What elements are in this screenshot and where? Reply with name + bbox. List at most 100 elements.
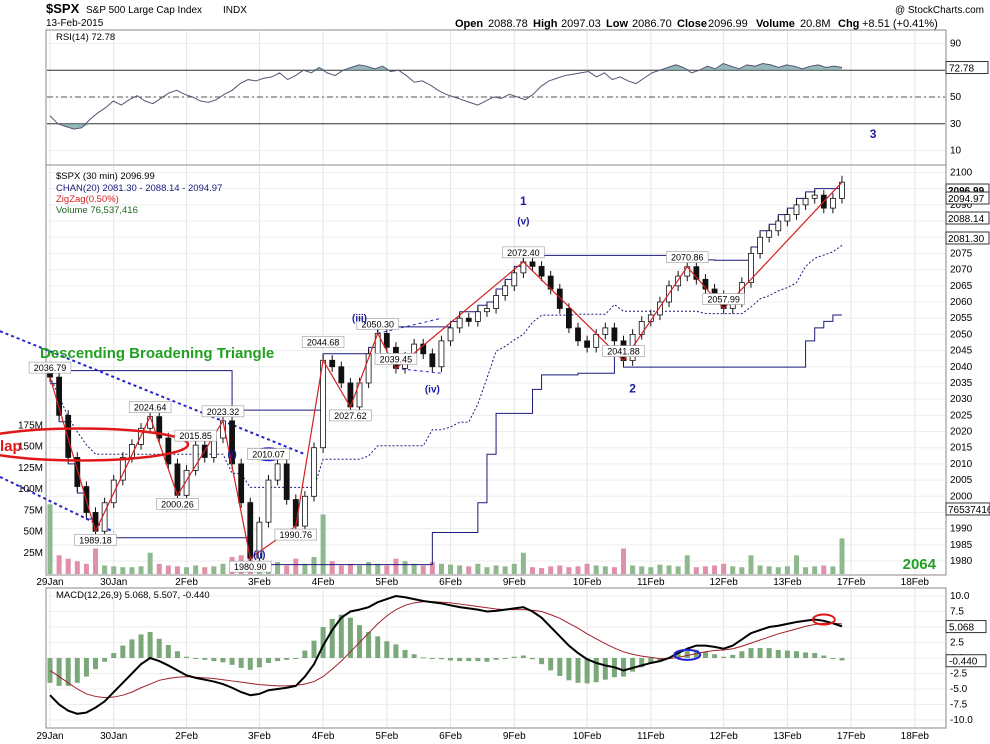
macd-histogram-bar	[757, 648, 763, 658]
price-x-tick: 10Feb	[573, 577, 602, 588]
rsi-legend: RSI(14) 72.78	[56, 32, 115, 43]
price-x-tick: 4Feb	[312, 577, 335, 588]
macd-histogram-bar	[138, 634, 144, 658]
chart-symbol: $SPX	[46, 1, 80, 16]
wave-label: 2	[629, 382, 636, 396]
macd-x-tick: 30Jan	[100, 731, 127, 742]
macd-histogram-bar	[457, 658, 463, 662]
annotation-label: 2039.45	[380, 354, 413, 364]
annotation-label: 2050.30	[361, 319, 394, 329]
upper-trendline	[0, 330, 306, 456]
candle-body	[493, 295, 499, 309]
candle-body	[748, 253, 754, 283]
macd-histogram-bar	[511, 656, 517, 658]
candle-body	[693, 266, 700, 280]
candle-body	[611, 327, 618, 342]
price-y-tick: 2005	[950, 475, 973, 486]
volume-bar	[411, 563, 417, 574]
macd-x-tick: 12Feb	[709, 731, 738, 742]
macd-x-tick: 5Feb	[375, 731, 398, 742]
annotation-box	[201, 405, 245, 418]
candle-body	[829, 197, 836, 209]
volume-bar	[83, 563, 89, 574]
volume-bar	[784, 566, 790, 574]
volume-bar	[511, 563, 517, 574]
price-x-tick: 18Feb	[901, 577, 930, 588]
candle-body	[365, 353, 372, 384]
candle-body	[538, 265, 545, 277]
volume-bar	[156, 563, 162, 574]
volume-bar	[174, 566, 180, 574]
candle-body	[802, 197, 809, 206]
candle-body	[657, 301, 663, 316]
volume-bar	[357, 565, 363, 574]
high-label: High	[533, 18, 558, 30]
volume-tag-box	[945, 502, 990, 516]
annotation-label: 2036.79	[34, 363, 67, 373]
macd-x-tick: 10Feb	[573, 731, 602, 742]
price-y-tick: 2055	[950, 313, 973, 324]
volume-bar	[65, 558, 71, 574]
open-label: Open	[455, 18, 483, 30]
price-x-tick: 3Feb	[248, 577, 271, 588]
macd-x-tick: 29Jan	[36, 731, 63, 742]
macd-histogram-bar	[639, 658, 645, 668]
price-y-tick: 2070	[950, 265, 973, 276]
price-y-tick: 2010	[950, 459, 973, 470]
zigzag-line	[49, 181, 843, 560]
macd-histogram-bar	[821, 655, 827, 658]
macd-histogram-bar	[375, 636, 381, 658]
volume-bar	[74, 561, 80, 574]
candle-body	[165, 437, 172, 465]
volume-bar	[630, 565, 636, 574]
axis-layer: 29Jan 29Jan 30Jan 30Jan 2Feb 2Feb 3Feb 3Feb 4Feb…	[18, 38, 990, 742]
macd-histogram-bar	[165, 644, 171, 658]
macd-x-tick: 3Feb	[248, 731, 271, 742]
annotation-box	[74, 533, 117, 546]
macd-histogram-bar	[675, 653, 681, 658]
macd-x-tick: 4Feb	[312, 731, 335, 742]
annotation-label: 2041.88	[607, 347, 640, 357]
macd-histogram-bar	[702, 651, 708, 658]
volume-bar	[284, 565, 290, 574]
price-legend: $SPX (30 min) 2096.99 CHAN(20) 2081.30 -…	[56, 171, 222, 216]
macd-histogram-bar	[384, 641, 390, 658]
macd-histogram-bar	[721, 656, 727, 658]
volume-bar	[393, 558, 399, 574]
volume-bar	[611, 567, 617, 574]
grid-layer	[47, 31, 945, 727]
macd-histogram-bar	[584, 658, 590, 684]
volume-bar	[520, 552, 526, 574]
volume-bar	[320, 514, 326, 574]
candle-body	[311, 447, 317, 497]
channel-middle	[49, 244, 843, 488]
annotation-label: 2070.86	[671, 253, 704, 263]
macd-histogram-bar	[357, 625, 363, 658]
macd-histogram-bar	[621, 658, 627, 677]
price-y-tick: 2090	[950, 200, 973, 211]
candle-body	[301, 495, 308, 527]
candle-body	[383, 333, 390, 348]
macd-histogram-bar	[575, 658, 581, 683]
price-tag: 2094.97	[948, 194, 985, 205]
macd-histogram-bar	[184, 656, 190, 658]
price-legend-volume: Volume 76,537,416	[56, 205, 138, 216]
annotation-box	[356, 318, 399, 330]
macd-histogram-bar	[111, 653, 117, 658]
volume-bar	[821, 565, 827, 574]
annotation-label: 2000.26	[161, 499, 194, 509]
candle-body	[156, 416, 163, 439]
macd-histogram-bar	[730, 654, 736, 658]
macd-histogram-bar	[502, 658, 508, 659]
volume-bar	[566, 567, 572, 574]
macd-histogram-bar	[793, 651, 799, 658]
annotation-label: 2023.32	[207, 407, 240, 417]
wave-label: 1	[520, 194, 527, 208]
candle-body	[775, 220, 782, 232]
price-x-tick: 2Feb	[175, 577, 198, 588]
price-legend-symbol: $SPX (30 min) 2096.99	[56, 171, 155, 182]
volume-tag: 76537416	[948, 505, 990, 516]
price-x-tick: 12Feb	[709, 577, 738, 588]
candle-body	[638, 321, 645, 335]
